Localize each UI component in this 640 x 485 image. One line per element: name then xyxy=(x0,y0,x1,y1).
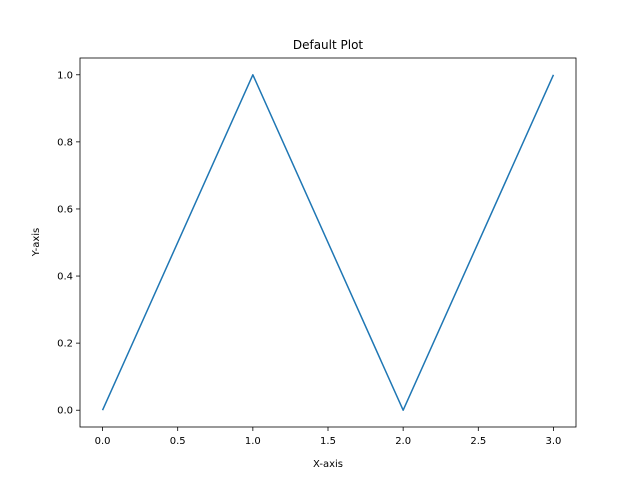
x-tick-label: 0.0 xyxy=(95,436,111,447)
x-tick-label: 2.0 xyxy=(395,436,411,447)
x-tick-label: 1.5 xyxy=(320,436,336,447)
y-tick-label: 0.4 xyxy=(57,272,73,283)
chart-title: Default Plot xyxy=(293,38,364,52)
y-tick-label: 0.0 xyxy=(57,406,73,417)
x-tick-label: 0.5 xyxy=(170,436,186,447)
y-tick-label: 0.8 xyxy=(57,137,73,148)
series-layer xyxy=(101,74,555,411)
y-tick-label: 1.0 xyxy=(57,70,73,81)
x-tick-label: 3.0 xyxy=(546,436,562,447)
x-tick-label: 1.0 xyxy=(245,436,261,447)
series-line xyxy=(101,74,555,411)
x-axis-label: X-axis xyxy=(313,459,343,470)
y-axis-ticks: 0.0 0.2 0.4 0.6 0.8 1.0 xyxy=(57,70,80,417)
x-axis-ticks: 0.0 0.5 1.0 1.5 2.0 2.5 3.0 xyxy=(95,427,562,447)
x-tick-label: 2.5 xyxy=(470,436,486,447)
y-axis-label: Y-axis xyxy=(31,228,42,258)
y-tick-label: 0.6 xyxy=(57,204,73,215)
y-tick-label: 0.2 xyxy=(57,339,73,350)
